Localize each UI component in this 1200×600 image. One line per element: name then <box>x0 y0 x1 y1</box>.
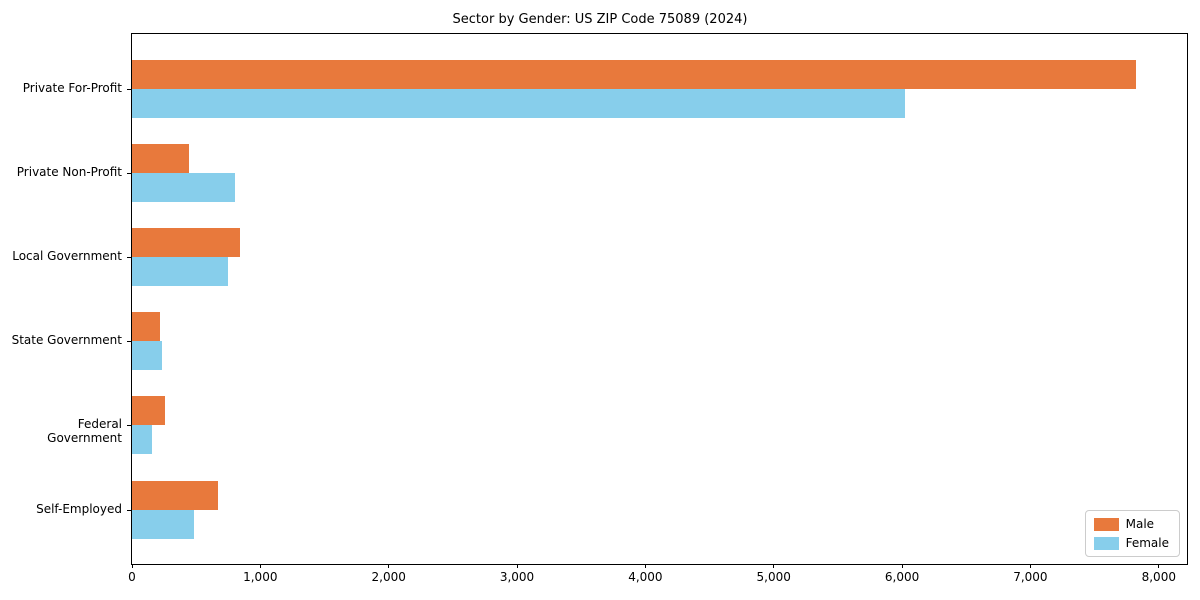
x-tick-mark <box>259 564 261 568</box>
plot-area: 0 1,000 2,000 3,000 4,000 5,000 6,000 7,000 8,00… <box>127 33 1188 584</box>
y-tick-mark <box>127 341 131 343</box>
x-tick-mark <box>131 564 133 568</box>
x-tick-mark <box>901 564 903 568</box>
x-tick-mark <box>388 564 390 568</box>
x-tick-label: 8,000 <box>1141 570 1176 584</box>
legend-row-male: Male <box>1093 517 1169 531</box>
y-tick-mark <box>127 88 131 90</box>
x-tick-label: 2,000 <box>371 570 406 584</box>
x-tick-label: 5,000 <box>756 570 791 584</box>
bar-female-3 <box>132 257 229 286</box>
x-tick-label: 0 <box>128 570 136 584</box>
bar-male-4 <box>132 312 161 342</box>
bar-male-3 <box>132 228 240 257</box>
x-tick-label: 6,000 <box>884 570 920 584</box>
y-tick-mark <box>127 172 131 174</box>
y-tick-mark <box>127 509 131 511</box>
legend: Male Female <box>1084 510 1180 557</box>
bar-female-1 <box>132 88 905 118</box>
x-tick-mark <box>644 564 646 568</box>
y-tick-mark <box>127 425 131 427</box>
y-tick-label: Federal Government <box>47 417 122 446</box>
x-tick-label: 1,000 <box>243 570 278 584</box>
legend-swatch-female <box>1093 536 1119 550</box>
bar-female-6 <box>132 509 194 539</box>
bar-male-1 <box>132 59 1136 89</box>
bar-female-5 <box>132 425 152 455</box>
y-tick-label: Private For-Profit <box>22 80 122 95</box>
x-tick-label: 3,000 <box>499 570 535 584</box>
x-tick-label: 4,000 <box>628 570 663 584</box>
x-tick-mark <box>1158 564 1160 568</box>
y-tick-label: Self-Employed <box>36 501 122 516</box>
y-tick-label: State Government <box>11 333 122 348</box>
y-tick-label: Local Government <box>12 249 122 263</box>
legend-label: Male <box>1125 517 1155 531</box>
x-tick-mark <box>1029 564 1031 568</box>
x-tick-mark <box>516 564 518 568</box>
bar-female-2 <box>132 172 235 202</box>
x-tick-mark <box>773 564 775 568</box>
legend-label: Female <box>1125 536 1169 550</box>
y-tick-label: Private Non-Profit <box>16 164 122 179</box>
bar-male-2 <box>132 143 189 173</box>
bar-male-6 <box>132 480 218 510</box>
bar-female-4 <box>132 341 163 371</box>
x-tick-label: 7,000 <box>1013 570 1048 584</box>
bar-male-5 <box>132 396 165 426</box>
y-tick-mark <box>127 257 131 258</box>
legend-row-female: Female <box>1093 536 1169 550</box>
legend-swatch-male <box>1093 517 1119 531</box>
chart-title: Sector by Gender: US ZIP Code 75089 (202… <box>452 12 748 27</box>
